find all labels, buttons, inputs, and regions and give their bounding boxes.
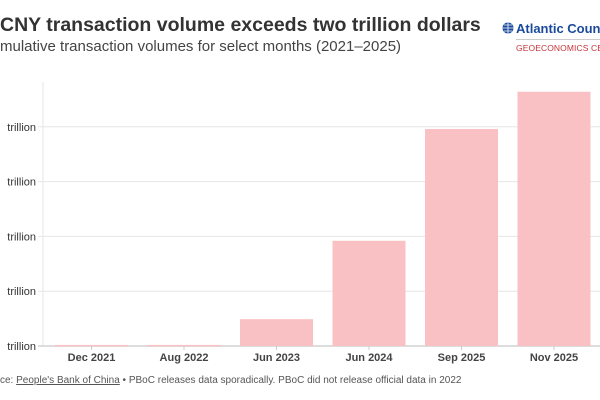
bar-jun-2024 xyxy=(332,240,406,346)
x-tick-label: Nov 2025 xyxy=(530,352,578,364)
chart-subtitle: mulative transaction volumes for select … xyxy=(0,38,402,55)
logo-divider xyxy=(516,39,600,40)
x-tick-label: Dec 2021 xyxy=(68,352,116,364)
y-tick-label: trillion xyxy=(7,231,36,243)
y-tick-label: trillion xyxy=(7,341,36,353)
source-note: ce: People's Bank of China • PBoC releas… xyxy=(0,375,461,386)
logo-subtitle: GEOECONOMICS CEN xyxy=(516,43,600,53)
x-tick-label: Jun 2024 xyxy=(345,352,393,364)
x-tick-label: Aug 2022 xyxy=(160,352,209,364)
logo-name: Atlantic Counc xyxy=(516,21,600,36)
y-tick-label: trillion xyxy=(7,122,36,134)
chart-title: CNY transaction volume exceeds two trill… xyxy=(0,14,481,36)
x-tick-label: Sep 2025 xyxy=(438,352,486,364)
source-text: • PBoC releases data sporadically. PBoC … xyxy=(119,375,462,386)
bar-aug-2022 xyxy=(147,344,221,347)
bar-jun-2023 xyxy=(240,319,313,346)
bar-dec-2021 xyxy=(55,344,128,347)
source-prefix: ce: xyxy=(0,375,17,386)
y-tick-label: trillion xyxy=(7,177,36,189)
bar-sep-2025 xyxy=(425,128,498,346)
globe-icon xyxy=(502,22,514,34)
source-link[interactable]: People's Bank of China xyxy=(16,375,120,386)
y-tick-label: trillion xyxy=(7,286,36,298)
x-tick-label: Jun 2023 xyxy=(253,352,300,364)
bar-nov-2025 xyxy=(517,91,591,346)
